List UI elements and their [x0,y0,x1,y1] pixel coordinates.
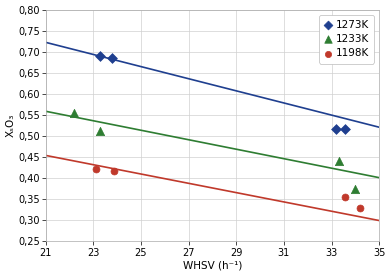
Y-axis label: XₛO₃: XₛO₃ [5,113,16,137]
1198K [93,167,99,171]
1198K [357,206,363,210]
1233K [97,129,104,134]
1233K [71,110,77,115]
1198K [342,194,348,199]
1273K [109,56,115,60]
1273K [333,127,339,132]
1233K [335,159,342,163]
Legend: 1273K, 1233K, 1198K: 1273K, 1233K, 1198K [319,15,374,63]
1198K [110,169,117,174]
X-axis label: WHSV (h⁻¹): WHSV (h⁻¹) [183,261,242,270]
1273K [97,54,104,58]
1233K [352,187,359,191]
1273K [342,127,348,132]
